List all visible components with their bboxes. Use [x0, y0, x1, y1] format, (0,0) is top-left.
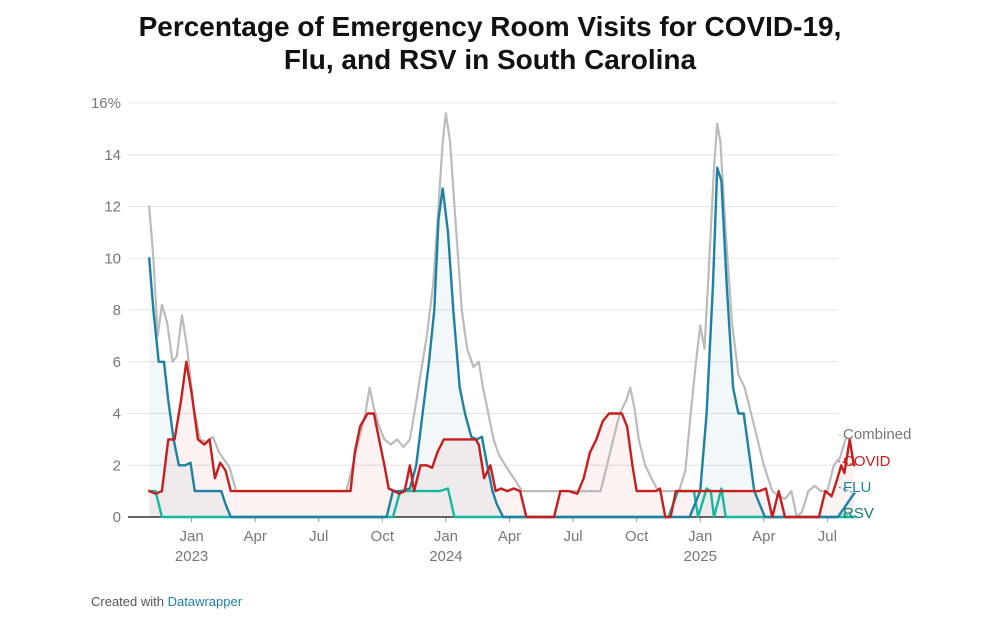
- credit-prefix: Created with: [91, 594, 164, 609]
- y-tick-label-4: 4: [113, 406, 121, 423]
- x-tick-label-oct-7: Oct: [625, 528, 649, 545]
- y-tick-label-16: 16%: [91, 95, 121, 112]
- y-tick-label-8: 8: [113, 302, 121, 319]
- series-label-combined: Combined: [843, 426, 911, 443]
- y-tick-label-0: 0: [113, 509, 121, 526]
- y-tick-label-6: 6: [113, 354, 121, 371]
- series-line-flu: [148, 166, 856, 519]
- series-label-flu: FLU: [843, 479, 871, 496]
- series-line-covid: [148, 360, 856, 519]
- y-tick-label-12: 12: [104, 199, 121, 216]
- series-label-rsv: RSV: [843, 505, 874, 522]
- y-tick-label-10: 10: [104, 250, 121, 267]
- x-year-label-2024: 2024: [429, 548, 462, 565]
- x-tick-label-jul-2: Jul: [309, 528, 328, 545]
- area-fill-covid: [149, 361, 854, 517]
- credit-line: Created with Datawrapper: [91, 594, 242, 609]
- x-year-label-2023: 2023: [175, 548, 208, 565]
- x-tick-label-apr-1: Apr: [243, 528, 266, 545]
- x-year-label-2025: 2025: [684, 548, 717, 565]
- chart-title-line-2: Flu, and RSV in South Carolina: [283, 44, 697, 75]
- leader-flu: [837, 486, 857, 495]
- leader-covid: [837, 460, 857, 466]
- y-tick-label-14: 14: [104, 147, 121, 164]
- chart-title-line-1: Percentage of Emergency Room Visits for …: [138, 11, 842, 42]
- series-label-covid: COVID: [843, 453, 891, 470]
- x-tick-label-jul-10: Jul: [818, 528, 837, 545]
- x-tick-label-jan-8: Jan: [688, 528, 712, 545]
- x-tick-label-oct-3: Oct: [371, 528, 395, 545]
- x-tick-label-apr-9: Apr: [752, 528, 775, 545]
- chart-title: Percentage of Emergency Room Visits for …: [0, 10, 980, 76]
- x-tick-label-jan-4: Jan: [434, 528, 458, 545]
- area-fill-flu: [149, 167, 854, 517]
- datawrapper-link[interactable]: Datawrapper: [167, 594, 243, 609]
- x-tick-label-jul-6: Jul: [563, 528, 582, 545]
- y-tick-label-2: 2: [113, 457, 121, 474]
- leader-combined: [837, 433, 848, 440]
- x-tick-label-jan-0: Jan: [179, 528, 203, 545]
- x-tick-label-apr-5: Apr: [498, 528, 521, 545]
- leader-rsv: [837, 512, 857, 518]
